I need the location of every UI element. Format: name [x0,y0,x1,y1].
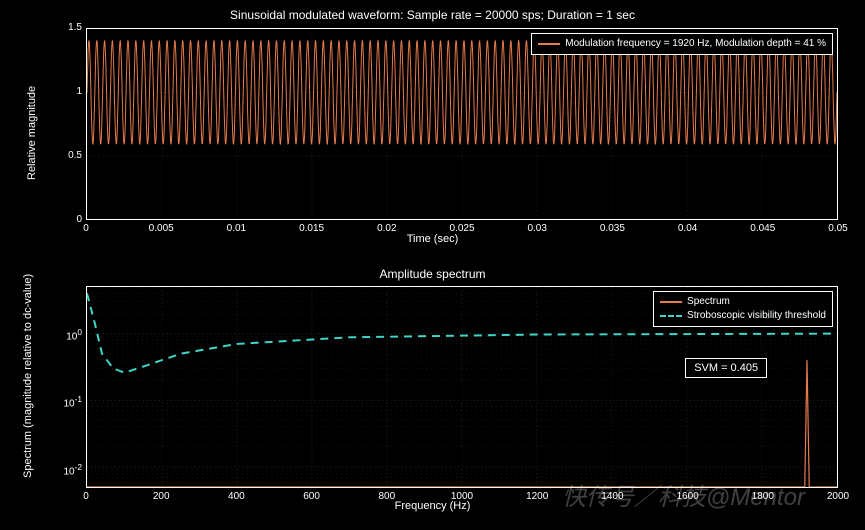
bottom-legend-label-0: Spectrum [687,295,730,309]
bottom-legend-entry-threshold: Stroboscopic visibility threshold [660,309,826,323]
bottom-xtick: 1600 [670,491,706,502]
figure: Sinusoidal modulated waveform: Sample ra… [0,0,865,530]
top-plot-svg [87,29,837,219]
bottom-ytick: 100 [48,327,82,342]
top-xtick: 0.04 [673,223,703,234]
bottom-ylabel: Spectrum (magnitude relative to dc-value… [22,274,34,478]
top-xtick: 0.015 [297,223,327,234]
top-xtick: 0.03 [522,223,552,234]
top-ylabel: Relative magnitude [26,86,38,180]
bottom-xtick: 1000 [444,491,480,502]
top-ytick: 1 [56,86,82,97]
top-xtick: 0.01 [221,223,251,234]
top-xtick: 0.005 [146,223,176,234]
bottom-xtick: 1200 [519,491,555,502]
bottom-legend-entry-spectrum: Spectrum [660,295,826,309]
bottom-legend-label-1: Stroboscopic visibility threshold [687,309,826,323]
bottom-legend: Spectrum Stroboscopic visibility thresho… [653,291,833,327]
bottom-xtick: 1400 [594,491,630,502]
line-swatch-icon [660,315,682,317]
top-legend-entry: Modulation frequency = 1920 Hz, Modulati… [538,37,826,51]
bottom-ytick: 10-1 [48,394,82,409]
top-ytick: 0.5 [56,150,82,161]
line-swatch-icon [538,43,560,45]
top-legend-label: Modulation frequency = 1920 Hz, Modulati… [565,37,826,51]
top-xtick: 0.035 [597,223,627,234]
bottom-xtick: 0 [68,491,104,502]
top-xtick: 0.025 [447,223,477,234]
top-legend: Modulation frequency = 1920 Hz, Modulati… [531,33,833,55]
bottom-ytick: 10-2 [48,462,82,477]
bottom-xtick: 2000 [820,491,856,502]
bottom-xtick: 1800 [745,491,781,502]
bottom-xtick: 600 [294,491,330,502]
bottom-title: Amplitude spectrum [0,267,865,281]
bottom-xtick: 400 [218,491,254,502]
top-xtick: 0.05 [823,223,853,234]
top-ytick: 1.5 [56,22,82,33]
top-xtick: 0.045 [748,223,778,234]
top-xlabel: Time (sec) [0,233,865,245]
bottom-xlabel: Frequency (Hz) [0,500,865,512]
top-chart [86,28,838,220]
bottom-xtick: 200 [143,491,179,502]
svm-annotation: SVM = 0.405 [685,358,767,378]
bottom-xtick: 800 [369,491,405,502]
top-title: Sinusoidal modulated waveform: Sample ra… [0,8,865,22]
top-ytick: 0 [56,214,82,225]
top-xtick: 0.02 [372,223,402,234]
line-swatch-icon [660,301,682,303]
